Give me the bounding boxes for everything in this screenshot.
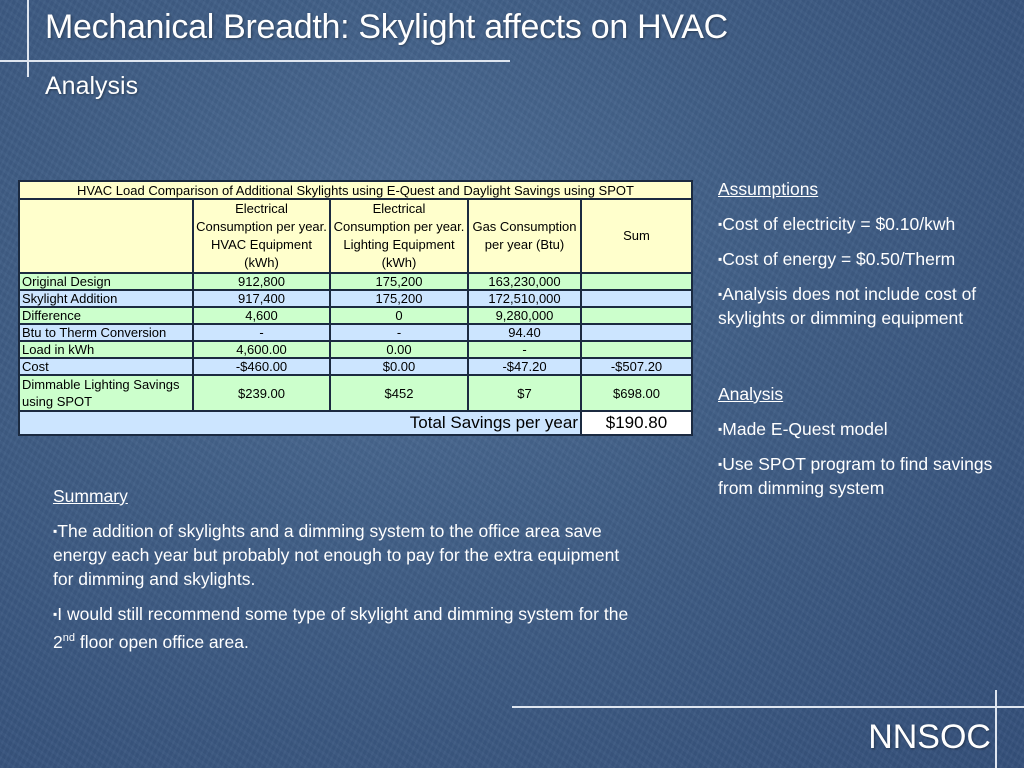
row-label: Load in kWh xyxy=(18,340,194,359)
table-row: Dimmable Lighting Savings using SPOT $23… xyxy=(18,374,693,412)
summary-item: I would still recommend some type of sky… xyxy=(53,602,633,654)
assumptions-section: Assumptions Cost of electricity = $0.10/… xyxy=(718,177,1018,341)
cell-lighting: $452 xyxy=(329,374,469,412)
cell-lighting: 0.00 xyxy=(329,340,469,359)
row-label: Original Design xyxy=(18,272,194,291)
cell-lighting: - xyxy=(329,323,469,342)
table-row: Load in kWh 4,600.00 0.00 - xyxy=(18,340,693,359)
row-label: Cost xyxy=(18,357,194,376)
column-header-gas: Gas Consumption per year (Btu) xyxy=(467,198,582,274)
assumption-item: Analysis does not include cost of skylig… xyxy=(718,282,1018,330)
cell-hvac: 912,800 xyxy=(192,272,331,291)
cell-sum xyxy=(580,323,693,342)
summary-text: I would still recommend some type of sky… xyxy=(53,604,629,652)
table-row: Cost -$460.00 $0.00 -$47.20 -$507.20 xyxy=(18,357,693,376)
assumption-text: Analysis does not include cost of skylig… xyxy=(718,284,977,328)
slide-title: Mechanical Breadth: Skylight affects on … xyxy=(45,8,728,46)
cell-hvac: -$460.00 xyxy=(192,357,331,376)
summary-text-end: floor open office area. xyxy=(74,631,249,652)
cell-lighting: $0.00 xyxy=(329,357,469,376)
table-caption-row: HVAC Load Comparison of Additional Skyli… xyxy=(18,180,693,200)
cell-hvac: - xyxy=(192,323,331,342)
decorative-horizontal-line-bottom xyxy=(512,706,1024,708)
cell-gas: 9,280,000 xyxy=(467,306,582,325)
cell-gas: 172,510,000 xyxy=(467,289,582,308)
cell-lighting: 175,200 xyxy=(329,272,469,291)
cell-gas: - xyxy=(467,340,582,359)
cell-gas: 163,230,000 xyxy=(467,272,582,291)
cell-gas: 94.40 xyxy=(467,323,582,342)
row-label: Dimmable Lighting Savings using SPOT xyxy=(18,374,194,412)
row-label: Difference xyxy=(18,306,194,325)
cell-sum: -$507.20 xyxy=(580,357,693,376)
table-header-row: Electrical Consumption per year. HVAC Eq… xyxy=(18,198,693,274)
summary-section: Summary The addition of skylights and a … xyxy=(53,484,633,665)
decorative-vertical-line-bottom xyxy=(995,690,997,768)
table-row: Original Design 912,800 175,200 163,230,… xyxy=(18,272,693,291)
cell-hvac: 4,600 xyxy=(192,306,331,325)
cell-sum: $698.00 xyxy=(580,374,693,412)
assumption-item: Cost of electricity = $0.10/kwh xyxy=(718,212,1018,236)
analysis-text: Use SPOT program to find savings from di… xyxy=(718,454,993,498)
table-row: Skylight Addition 917,400 175,200 172,51… xyxy=(18,289,693,308)
summary-item: The addition of skylights and a dimming … xyxy=(53,519,633,591)
cell-sum xyxy=(580,306,693,325)
hvac-comparison-table: HVAC Load Comparison of Additional Skyli… xyxy=(18,180,693,436)
total-savings-value: $190.80 xyxy=(580,410,693,436)
cell-gas: $7 xyxy=(467,374,582,412)
column-header-sum: Sum xyxy=(580,198,693,274)
cell-hvac: 4,600.00 xyxy=(192,340,331,359)
analysis-text: Made E-Quest model xyxy=(722,419,888,439)
ordinal-suffix: nd xyxy=(62,632,75,644)
total-savings-label: Total Savings per year xyxy=(18,410,582,436)
assumption-text: Cost of energy = $0.50/Therm xyxy=(722,249,956,269)
cell-hvac: $239.00 xyxy=(192,374,331,412)
cell-sum xyxy=(580,340,693,359)
analysis-item: Made E-Quest model xyxy=(718,417,1018,441)
cell-gas: -$47.20 xyxy=(467,357,582,376)
row-label: Btu to Therm Conversion xyxy=(18,323,194,342)
analysis-section: Analysis Made E-Quest model Use SPOT pro… xyxy=(718,382,1018,511)
cell-lighting: 0 xyxy=(329,306,469,325)
slide-subtitle: Analysis xyxy=(45,72,139,100)
cell-lighting: 175,200 xyxy=(329,289,469,308)
assumption-text: Cost of electricity = $0.10/kwh xyxy=(722,214,956,234)
total-row: Total Savings per year $190.80 xyxy=(18,410,693,436)
assumptions-heading: Assumptions xyxy=(718,179,819,199)
row-label: Skylight Addition xyxy=(18,289,194,308)
cell-sum xyxy=(580,272,693,291)
analysis-item: Use SPOT program to find savings from di… xyxy=(718,452,1018,500)
table-row: Btu to Therm Conversion - - 94.40 xyxy=(18,323,693,342)
table-row: Difference 4,600 0 9,280,000 xyxy=(18,306,693,325)
table-caption: HVAC Load Comparison of Additional Skyli… xyxy=(18,180,693,200)
assumption-item: Cost of energy = $0.50/Therm xyxy=(718,247,1018,271)
decorative-horizontal-line-top xyxy=(0,60,510,62)
summary-text: The addition of skylights and a dimming … xyxy=(53,521,620,589)
decorative-vertical-line-top xyxy=(27,0,29,77)
column-header-hvac: Electrical Consumption per year. HVAC Eq… xyxy=(192,198,331,274)
cell-sum xyxy=(580,289,693,308)
column-header-lighting: Electrical Consumption per year. Lightin… xyxy=(329,198,469,274)
summary-heading: Summary xyxy=(53,486,128,506)
footer-brand: NNSOC xyxy=(868,718,991,756)
cell-hvac: 917,400 xyxy=(192,289,331,308)
analysis-heading: Analysis xyxy=(718,384,784,404)
column-header-blank xyxy=(18,198,194,274)
